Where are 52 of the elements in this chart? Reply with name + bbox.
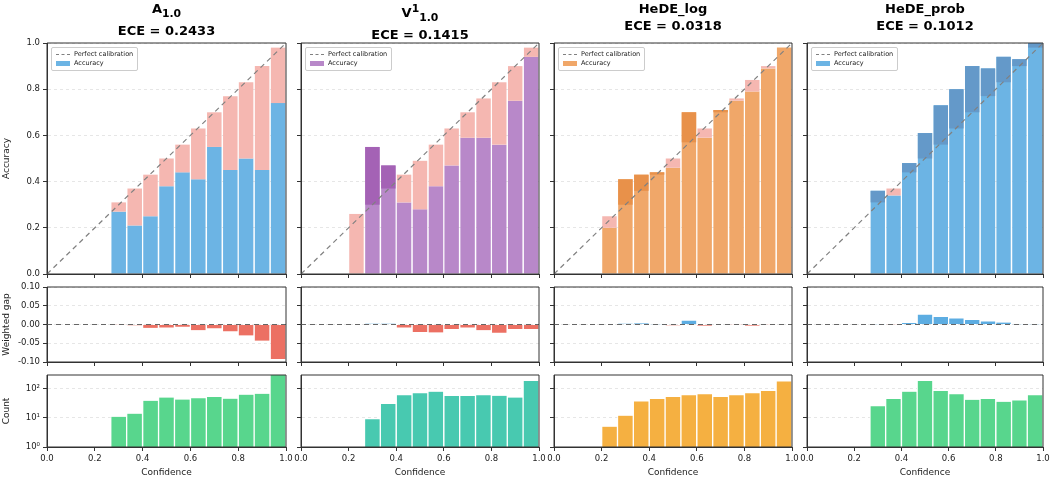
y-tick-label: 0.4: [26, 175, 40, 186]
x-tick-label: 0.6: [437, 453, 451, 464]
x-tick-label: 0.2: [88, 453, 102, 464]
x-tick-label: 1.0: [1036, 453, 1050, 464]
x-tick-label: 0.2: [847, 453, 861, 464]
x-tick-label: 0.2: [341, 453, 356, 464]
y-axis-title: Weighted gap: [0, 293, 11, 356]
chart-subtitle: ECE = 0.1415: [370, 25, 470, 43]
chart-title: A$_{1.0}$: [150, 0, 183, 22]
x-tick-label: 0.2: [594, 453, 609, 464]
y-tick-label: 0.0: [26, 268, 40, 279]
x-tick-label: 0.0: [547, 453, 561, 464]
x-tick-label: 0.6: [941, 453, 956, 464]
chart-subtitle: ECE = 0.1012: [875, 17, 975, 34]
y-tick-label: 10¹: [25, 412, 40, 423]
x-axis-title: Confidence: [899, 466, 951, 477]
y-tick-label: 0.10: [21, 281, 40, 292]
y-axis-title: Count: [0, 397, 11, 425]
x-tick-label: 0.0: [40, 453, 54, 464]
x-axis-title: Confidence: [394, 466, 446, 477]
x-tick-label: 1.0: [532, 453, 546, 464]
x-tick-label: 0.0: [294, 453, 308, 464]
chart-subtitle: ECE = 0.2433: [116, 21, 217, 39]
y-tick-label: 0.00: [21, 318, 40, 329]
y-tick-label: 10²: [25, 383, 40, 394]
chart-title: HeDE_log: [637, 0, 709, 17]
x-tick-label: 1.0: [785, 453, 799, 464]
x-tick-label: 0.6: [183, 453, 198, 464]
x-tick-label: 0.8: [989, 453, 1003, 464]
y-tick-label: -0.05: [18, 337, 40, 348]
y-tick-label: 0.8: [26, 83, 40, 94]
x-tick-label: 0.4: [135, 453, 150, 464]
y-tick-label: 1.0: [26, 37, 40, 48]
x-tick-label: 0.8: [737, 453, 752, 464]
x-tick-label: 0.4: [894, 453, 909, 464]
x-axis-title: Confidence: [141, 466, 193, 477]
x-tick-label: 0.4: [642, 453, 656, 464]
y-tick-label: 0.2: [26, 222, 40, 232]
y-tick-label: 10⁰: [25, 441, 41, 452]
x-tick-label: 0.8: [484, 453, 499, 464]
chart-title: HeDE_prob: [884, 0, 966, 17]
y-tick-label: 0.6: [26, 129, 40, 140]
x-axis-title: Confidence: [647, 466, 699, 477]
y-axis-title: Accuracy: [0, 137, 11, 180]
y-tick-label: -0.10: [18, 356, 40, 367]
x-tick-label: 0.8: [231, 453, 245, 464]
x-tick-label: 1.0: [279, 453, 293, 464]
chart-subtitle: ECE = 0.0318: [623, 17, 723, 34]
y-tick-label: 0.05: [21, 299, 40, 310]
x-tick-label: 0.4: [389, 453, 403, 464]
x-tick-label: 0.6: [690, 453, 704, 464]
x-tick-label: 0.0: [800, 453, 814, 464]
